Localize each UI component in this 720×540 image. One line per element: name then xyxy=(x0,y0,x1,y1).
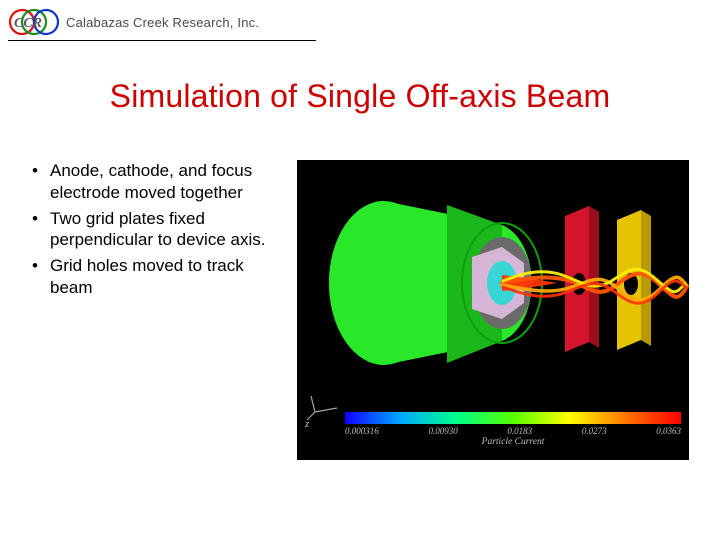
content-row: Anode, cathode, and focus electrode move… xyxy=(30,160,700,460)
colorbar-label: Particle Current xyxy=(345,437,681,447)
simulation-figure: z 0.000316 0.00930 0.0183 0.0273 0.0363 … xyxy=(297,160,689,460)
bullet-item: Grid holes moved to track beam xyxy=(30,255,285,299)
bullet-item: Anode, cathode, and focus electrode move… xyxy=(30,160,285,204)
company-name: Calabazas Creek Research, Inc. xyxy=(66,15,259,30)
svg-text:CCR: CCR xyxy=(14,16,42,31)
header-bar: CCR Calabazas Creek Research, Inc. xyxy=(8,8,316,41)
colorbar-tick: 0.00930 xyxy=(428,426,457,436)
bullet-item: Two grid plates fixed perpendicular to d… xyxy=(30,208,285,252)
colorbar-tick: 0.0183 xyxy=(507,426,532,436)
colorbar-ticks: 0.000316 0.00930 0.0183 0.0273 0.0363 xyxy=(345,426,681,436)
colorbar-gradient xyxy=(345,412,681,424)
colorbar-tick: 0.0273 xyxy=(582,426,607,436)
colorbar-tick: 0.0363 xyxy=(656,426,681,436)
colorbar-tick: 0.000316 xyxy=(345,426,379,436)
company-logo: CCR xyxy=(8,8,60,36)
axis-label: z xyxy=(305,418,309,430)
slide-title: Simulation of Single Off-axis Beam xyxy=(0,78,720,115)
colorbar: 0.000316 0.00930 0.0183 0.0273 0.0363 Pa… xyxy=(345,412,681,454)
bullet-list: Anode, cathode, and focus electrode move… xyxy=(30,160,285,460)
